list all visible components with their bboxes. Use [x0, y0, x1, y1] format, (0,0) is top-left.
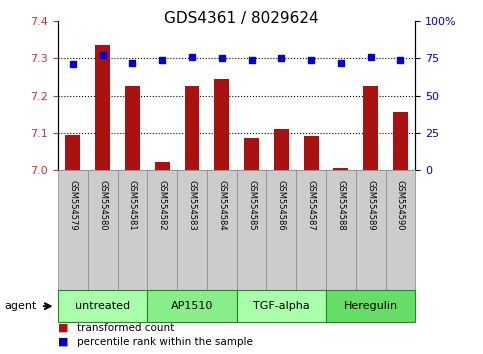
Bar [356, 170, 385, 290]
Bar [385, 170, 415, 290]
Bar [58, 290, 147, 322]
Bar [296, 170, 326, 290]
Bar [147, 290, 237, 322]
Bar [155, 162, 170, 170]
Bar [304, 137, 319, 170]
Text: GSM554589: GSM554589 [366, 179, 375, 230]
Text: GSM554580: GSM554580 [98, 179, 107, 230]
Bar [58, 170, 88, 290]
Bar [125, 86, 140, 170]
Text: AP1510: AP1510 [171, 301, 213, 311]
Bar [267, 170, 296, 290]
Text: agent: agent [5, 301, 37, 311]
Bar [326, 170, 356, 290]
Bar [177, 170, 207, 290]
Bar [363, 86, 378, 170]
Text: untreated: untreated [75, 301, 130, 311]
Text: GSM554584: GSM554584 [217, 179, 226, 230]
Text: GSM554583: GSM554583 [187, 179, 197, 230]
Text: transformed count: transformed count [77, 323, 174, 333]
Bar [237, 170, 267, 290]
Bar [207, 170, 237, 290]
Text: GSM554587: GSM554587 [307, 179, 315, 230]
Text: GSM554585: GSM554585 [247, 179, 256, 230]
Bar [88, 170, 117, 290]
Text: ■: ■ [58, 337, 69, 347]
Bar [95, 45, 110, 170]
Bar [185, 86, 199, 170]
Text: ■: ■ [58, 323, 69, 333]
Bar [274, 129, 289, 170]
Bar [117, 170, 147, 290]
Text: Heregulin: Heregulin [343, 301, 398, 311]
Bar [214, 79, 229, 170]
Bar [326, 290, 415, 322]
Text: GSM554581: GSM554581 [128, 179, 137, 230]
Text: GSM554586: GSM554586 [277, 179, 286, 230]
Text: GSM554590: GSM554590 [396, 179, 405, 230]
Text: GSM554582: GSM554582 [158, 179, 167, 230]
Text: GSM554588: GSM554588 [337, 179, 345, 230]
Bar [244, 138, 259, 170]
Bar [333, 168, 348, 170]
Text: GSM554579: GSM554579 [69, 179, 77, 230]
Bar [65, 135, 80, 170]
Bar [147, 170, 177, 290]
Text: TGF-alpha: TGF-alpha [253, 301, 310, 311]
Text: GDS4361 / 8029624: GDS4361 / 8029624 [164, 11, 319, 25]
Bar [393, 112, 408, 170]
Bar [237, 290, 326, 322]
Text: percentile rank within the sample: percentile rank within the sample [77, 337, 253, 347]
